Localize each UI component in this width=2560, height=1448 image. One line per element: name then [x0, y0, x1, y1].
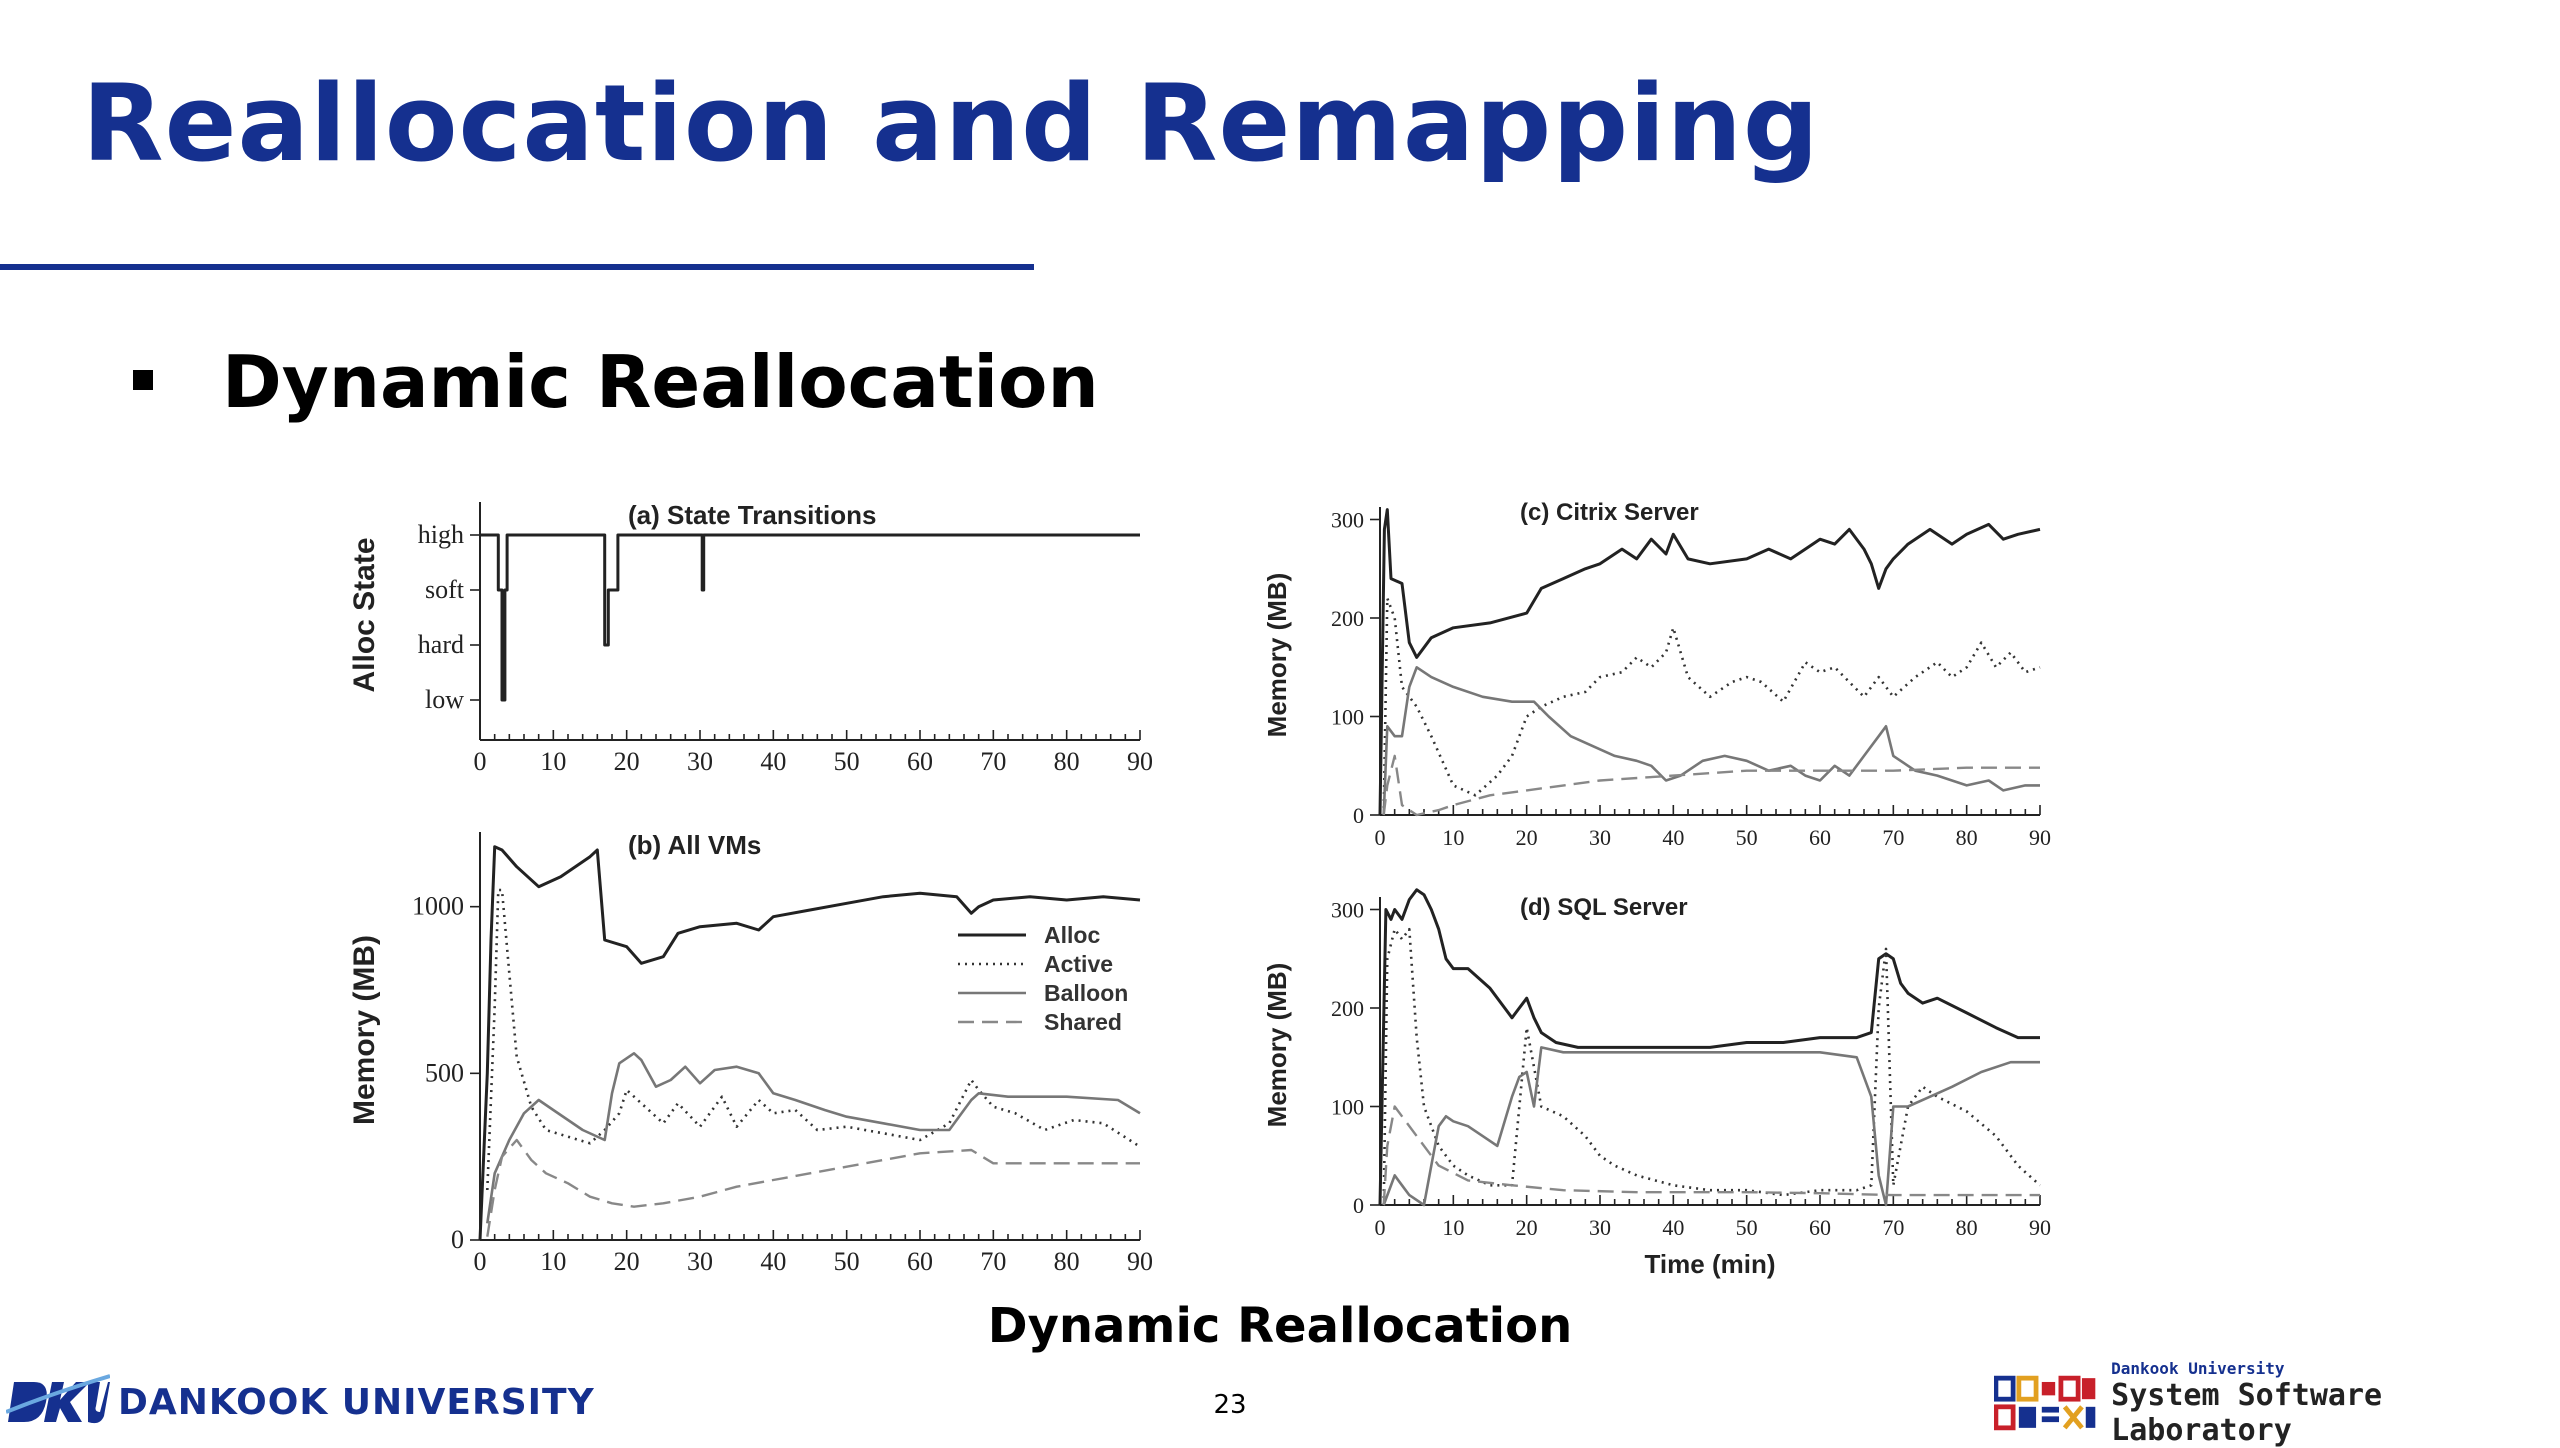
y-tick-label: low — [425, 685, 464, 714]
series-line-alloc — [1378, 888, 2040, 1206]
y-tick-label: 300 — [1331, 898, 1364, 923]
university-name: DANKOOK UNIVERSITY — [118, 1381, 595, 1423]
x-tick-label: 70 — [1882, 825, 1904, 850]
chart-sql-server: 0 10 20 30 40 50 60 70 80 90 0 100 200 300 (d) SQL Ser… — [1262, 888, 2051, 1279]
legend-label-active: Active — [1044, 951, 1113, 977]
slide-title: Reallocation and Remapping — [82, 62, 1820, 185]
bullet-square-icon — [133, 370, 153, 390]
x-tick-label: 70 — [980, 747, 1006, 776]
x-tick-label: 70 — [1882, 1215, 1904, 1240]
x-tick-label: 50 — [1736, 825, 1758, 850]
series-line-shared — [486, 1138, 1140, 1237]
title-underline — [0, 264, 1034, 270]
y-axis-title: Memory (MB) — [1262, 963, 1292, 1128]
x-tick-label: 50 — [834, 1247, 860, 1276]
series-line-balloon — [486, 1052, 1141, 1224]
y-tick-label: 0 — [1353, 1193, 1364, 1218]
x-tick-label: 0 — [474, 1247, 487, 1276]
dku-logo-icon — [6, 1374, 110, 1424]
x-tick-label: 80 — [1956, 1215, 1978, 1240]
x-axis-title: Time (min) — [1645, 1249, 1776, 1279]
x-tick-label: 60 — [907, 1247, 933, 1276]
series-line-active — [486, 888, 1141, 1191]
legend-label-balloon: Balloon — [1044, 980, 1128, 1006]
chart-title: (a) State Transitions — [628, 500, 877, 530]
chart-title: (c) Citrix Server — [1520, 499, 1699, 526]
x-tick-label: 10 — [1442, 825, 1464, 850]
series-line-shared — [1382, 754, 2040, 817]
lab-university-label: Dankook University — [2111, 1358, 2285, 1378]
y-tick-label: 0 — [451, 1225, 464, 1254]
y-tick-label: 100 — [1331, 705, 1364, 730]
y-tick-label: 0 — [1353, 803, 1364, 828]
x-tick-label: 20 — [1516, 1215, 1538, 1240]
x-tick-label: 0 — [1375, 1215, 1386, 1240]
chart-state-transitions: 0 10 20 30 40 50 60 70 80 90 low hard soft high (a) St… — [348, 500, 1153, 776]
chart-title: (d) SQL Server — [1520, 894, 1688, 921]
y-axis-title: Memory (MB) — [348, 935, 381, 1125]
x-tick-label: 40 — [760, 1247, 786, 1276]
x-tick-label: 90 — [1127, 747, 1153, 776]
x-tick-label: 20 — [614, 747, 640, 776]
y-tick-label: high — [418, 520, 464, 549]
bullet-text: Dynamic Reallocation — [222, 340, 1099, 424]
y-tick-label: soft — [425, 575, 465, 604]
dankook-university-footer: DANKOOK UNIVERSITY — [6, 1372, 595, 1432]
series-line-alloc — [1378, 508, 2041, 816]
x-tick-label: 20 — [614, 1247, 640, 1276]
y-tick-label: 500 — [425, 1058, 464, 1087]
x-tick-label: 10 — [1442, 1215, 1464, 1240]
series-line-alloc — [478, 845, 1141, 1241]
x-tick-label: 70 — [980, 1247, 1006, 1276]
y-tick-label: 100 — [1331, 1095, 1364, 1120]
lab-name: System Software Laboratory — [2111, 1377, 2383, 1448]
x-tick-label: 0 — [1375, 825, 1386, 850]
legend-label-alloc: Alloc — [1044, 922, 1100, 948]
x-tick-label: 20 — [1516, 825, 1538, 850]
x-tick-label: 30 — [1589, 1215, 1611, 1240]
x-tick-label: 40 — [760, 747, 786, 776]
x-tick-label: 90 — [2029, 825, 2051, 850]
y-tick-label: hard — [418, 630, 464, 659]
x-tick-label: 90 — [1127, 1247, 1153, 1276]
series-line-shared — [1382, 1105, 2040, 1206]
lab-footer: Dankook University System Software Labor… — [1994, 1359, 2560, 1448]
x-tick-label: 60 — [1809, 825, 1831, 850]
y-axis-title: Alloc State — [348, 537, 381, 692]
series-line-balloon — [1382, 1046, 2040, 1207]
x-tick-label: 0 — [474, 747, 487, 776]
x-tick-label: 30 — [687, 747, 713, 776]
y-tick-label: 200 — [1331, 606, 1364, 631]
x-tick-label: 50 — [1736, 1215, 1758, 1240]
x-tick-label: 60 — [907, 747, 933, 776]
y-tick-label: 300 — [1331, 508, 1364, 533]
chart-all-vms: 0 10 20 30 40 50 60 70 80 90 0 500 1000 (b) All VMs Me… — [348, 830, 1153, 1276]
lab-logo-icon — [1994, 1375, 2096, 1431]
series-line-balloon — [1382, 666, 2040, 816]
figure-caption: Dynamic Reallocation — [987, 1298, 1573, 1354]
x-tick-label: 80 — [1956, 825, 1978, 850]
x-tick-label: 10 — [540, 747, 566, 776]
y-axis-title: Memory (MB) — [1262, 573, 1292, 738]
chart-citrix-server: 0 10 20 30 40 50 60 70 80 90 0 100 200 300 (c) Citrix … — [1262, 499, 2051, 850]
x-tick-label: 10 — [540, 1247, 566, 1276]
series-line-active — [1382, 597, 2041, 816]
x-tick-label: 30 — [1589, 825, 1611, 850]
x-tick-label: 50 — [834, 747, 860, 776]
x-tick-label: 30 — [687, 1247, 713, 1276]
x-tick-label: 80 — [1054, 1247, 1080, 1276]
y-tick-label: 200 — [1331, 996, 1364, 1021]
x-tick-label: 40 — [1662, 1215, 1684, 1240]
x-tick-label: 80 — [1054, 747, 1080, 776]
y-tick-label: 1000 — [412, 892, 464, 921]
series-line-active — [1382, 927, 2041, 1206]
x-tick-label: 90 — [2029, 1215, 2051, 1240]
legend-label-shared: Shared — [1044, 1009, 1122, 1035]
series-line-state — [480, 533, 1140, 702]
page-number: 23 — [1213, 1390, 1247, 1420]
x-tick-label: 40 — [1662, 825, 1684, 850]
chart-title: (b) All VMs — [628, 830, 761, 860]
x-tick-label: 60 — [1809, 1215, 1831, 1240]
